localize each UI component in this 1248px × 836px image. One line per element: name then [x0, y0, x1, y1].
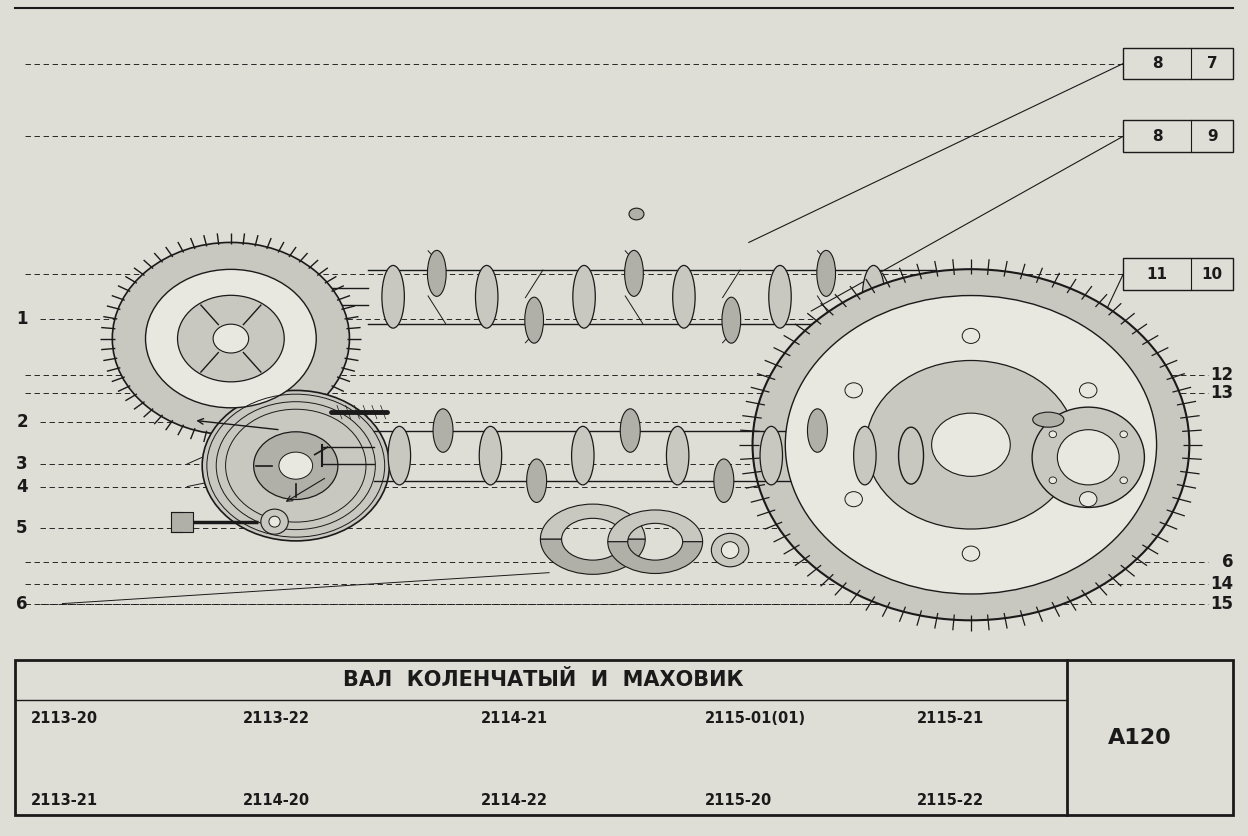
Ellipse shape	[899, 427, 924, 484]
Ellipse shape	[1119, 477, 1127, 484]
Text: 10: 10	[1202, 267, 1223, 282]
Ellipse shape	[854, 426, 876, 485]
Text: 2: 2	[16, 413, 27, 431]
Ellipse shape	[785, 295, 1157, 594]
Ellipse shape	[807, 409, 827, 452]
Text: 2113-20: 2113-20	[31, 711, 99, 726]
Ellipse shape	[625, 251, 644, 297]
Ellipse shape	[177, 295, 285, 382]
Text: 6: 6	[1222, 553, 1233, 571]
Ellipse shape	[572, 426, 594, 485]
Ellipse shape	[202, 390, 389, 541]
Ellipse shape	[1080, 492, 1097, 507]
Ellipse shape	[427, 251, 447, 297]
Text: 2114-21: 2114-21	[480, 711, 548, 726]
Text: 2115-20: 2115-20	[705, 793, 773, 808]
Ellipse shape	[673, 266, 695, 329]
Text: 12: 12	[1209, 365, 1233, 384]
Text: 4: 4	[16, 477, 27, 496]
Ellipse shape	[270, 516, 280, 528]
Ellipse shape	[816, 251, 836, 297]
Ellipse shape	[253, 431, 338, 500]
Ellipse shape	[573, 266, 595, 329]
Ellipse shape	[711, 533, 749, 567]
Ellipse shape	[760, 426, 782, 485]
Ellipse shape	[213, 324, 248, 353]
Text: 2113-21: 2113-21	[31, 793, 99, 808]
Ellipse shape	[146, 269, 316, 408]
Ellipse shape	[382, 266, 404, 329]
Ellipse shape	[962, 546, 980, 561]
Text: 9: 9	[1207, 129, 1218, 144]
Ellipse shape	[931, 413, 1011, 477]
Ellipse shape	[1050, 477, 1057, 484]
Ellipse shape	[721, 542, 739, 558]
Text: 5: 5	[16, 519, 27, 538]
Text: 2113-22: 2113-22	[243, 711, 311, 726]
Ellipse shape	[753, 269, 1189, 620]
Text: 1: 1	[16, 310, 27, 329]
Bar	[1123, 120, 1233, 152]
Text: 2115-21: 2115-21	[917, 711, 985, 726]
Bar	[171, 512, 193, 532]
Ellipse shape	[433, 409, 453, 452]
Text: 2114-20: 2114-20	[243, 793, 311, 808]
Text: 2114-22: 2114-22	[480, 793, 548, 808]
Text: 2115-22: 2115-22	[917, 793, 985, 808]
Text: 11: 11	[1147, 267, 1168, 282]
Wedge shape	[608, 542, 703, 573]
Ellipse shape	[1080, 383, 1097, 398]
Ellipse shape	[1050, 431, 1057, 437]
Text: 8: 8	[1152, 56, 1163, 71]
Text: 8: 8	[1152, 129, 1163, 144]
Wedge shape	[608, 510, 703, 542]
Text: А120: А120	[1107, 728, 1172, 747]
Ellipse shape	[388, 426, 411, 485]
Wedge shape	[540, 504, 645, 539]
Bar	[1123, 48, 1233, 79]
Ellipse shape	[862, 266, 885, 329]
Ellipse shape	[629, 208, 644, 220]
Ellipse shape	[527, 459, 547, 502]
Ellipse shape	[261, 509, 288, 534]
Text: 6: 6	[16, 594, 27, 613]
Ellipse shape	[1119, 431, 1127, 437]
Ellipse shape	[1033, 412, 1063, 427]
Ellipse shape	[620, 409, 640, 452]
Ellipse shape	[721, 297, 741, 343]
Ellipse shape	[1057, 430, 1119, 485]
Ellipse shape	[278, 452, 312, 479]
Text: 13: 13	[1209, 384, 1233, 402]
Ellipse shape	[1032, 407, 1144, 507]
Text: 14: 14	[1209, 574, 1233, 593]
Ellipse shape	[714, 459, 734, 502]
Text: 2115-01(01): 2115-01(01)	[705, 711, 806, 726]
Text: ВАЛ  КОЛЕНЧАТЫЙ  И  МАХОВИК: ВАЛ КОЛЕНЧАТЫЙ И МАХОВИК	[343, 670, 743, 690]
Ellipse shape	[962, 329, 980, 344]
Ellipse shape	[666, 426, 689, 485]
Ellipse shape	[524, 297, 544, 343]
Text: 15: 15	[1211, 594, 1233, 613]
Text: 7: 7	[1207, 56, 1218, 71]
Ellipse shape	[112, 242, 349, 435]
Wedge shape	[540, 539, 645, 574]
Text: 3: 3	[16, 455, 27, 473]
Ellipse shape	[479, 426, 502, 485]
Ellipse shape	[845, 492, 862, 507]
Bar	[15, 660, 1233, 815]
Ellipse shape	[475, 266, 498, 329]
Bar	[1123, 258, 1233, 290]
Ellipse shape	[845, 383, 862, 398]
Ellipse shape	[866, 360, 1076, 529]
Ellipse shape	[769, 266, 791, 329]
